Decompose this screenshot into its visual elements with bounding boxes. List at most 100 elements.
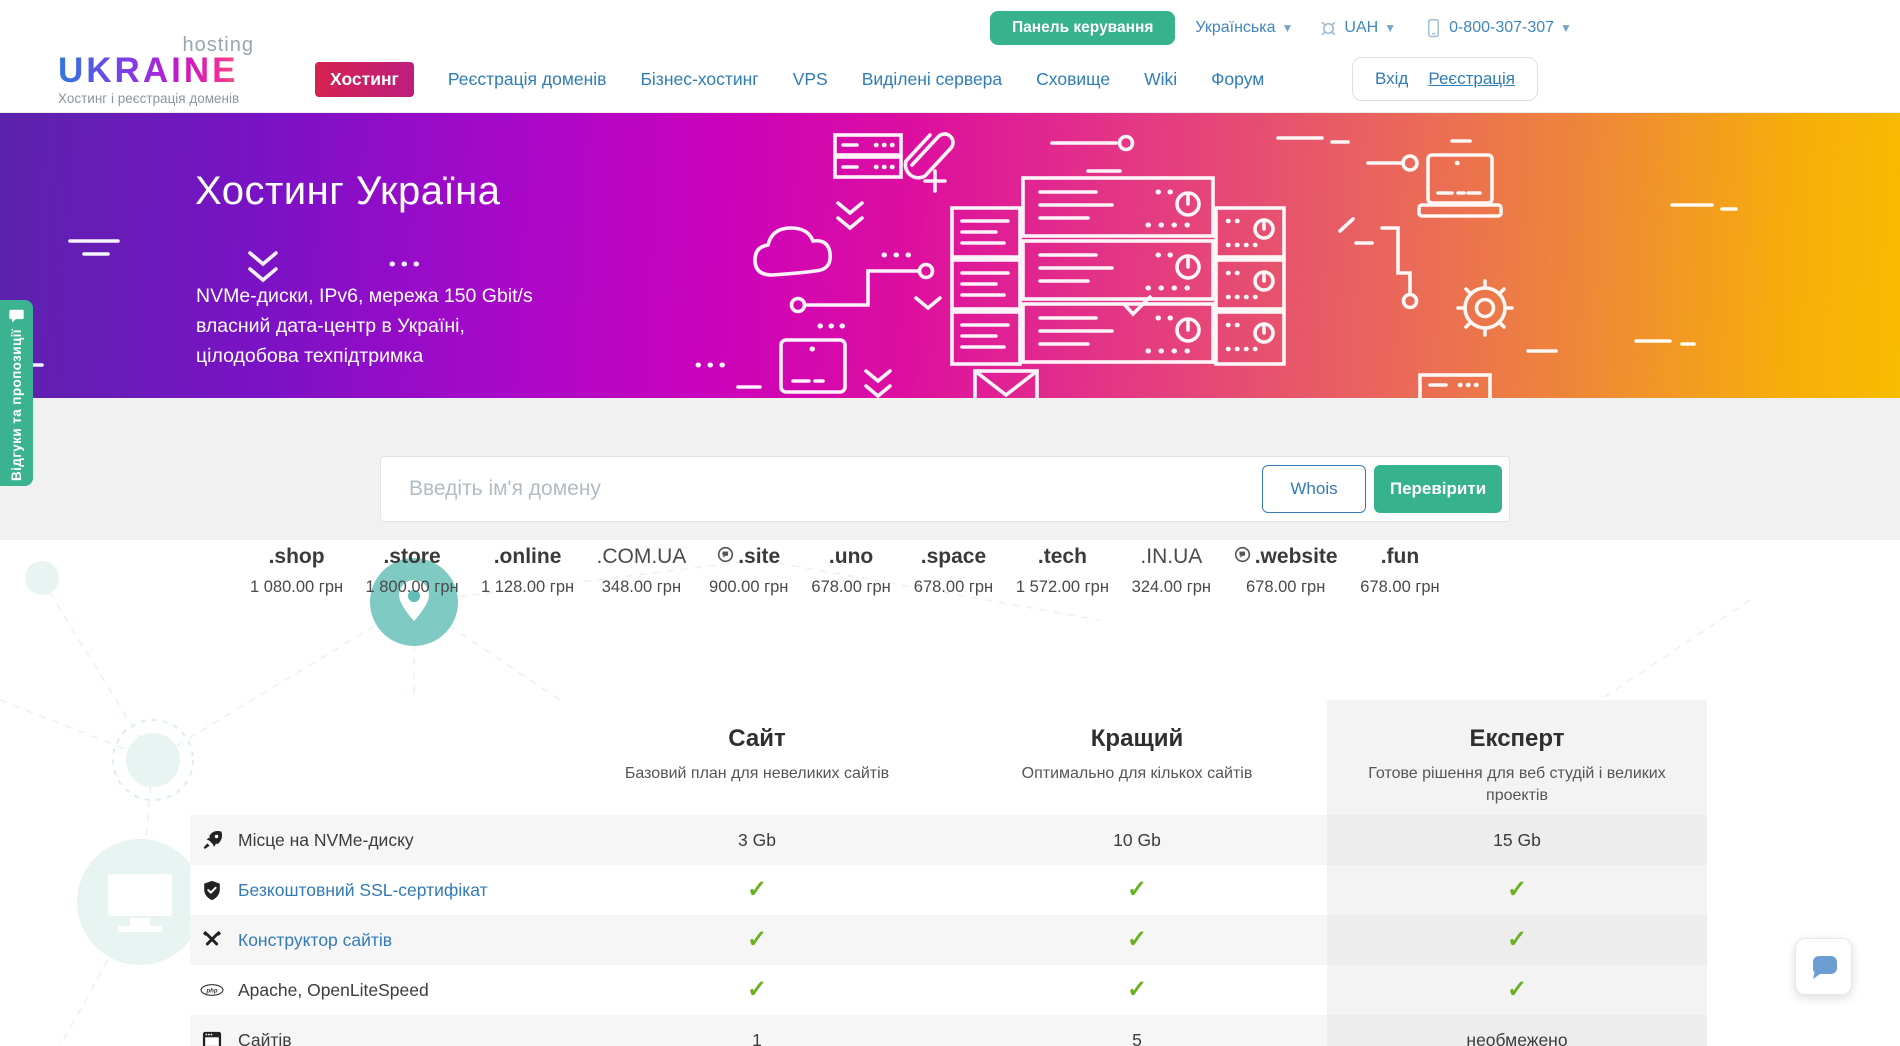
domain-tld: .COM.UA [597, 545, 687, 569]
nav-item-сховище[interactable]: Сховище [1036, 69, 1111, 89]
domain-tld-label: .space [920, 545, 987, 568]
nav-item-форум[interactable]: Форум [1211, 69, 1265, 89]
domain-offer-tech[interactable]: .tech 1 572.00 грн [1016, 545, 1109, 597]
auth-box: Вхід Реєстрація [1352, 57, 1538, 101]
domain-offer-fun[interactable]: .fun 678.00 грн [1360, 545, 1440, 597]
domain-tld-label: .shop [268, 545, 325, 568]
browser-icon [200, 1028, 224, 1046]
currency-selector[interactable]: UAH ▼ [1319, 19, 1396, 38]
shield-check-icon [200, 878, 224, 902]
domain-tld: .fun [1360, 545, 1440, 569]
domain-price: 678.00 грн [1360, 578, 1440, 596]
control-panel-button[interactable]: Панель керування [990, 11, 1176, 45]
feature-label[interactable]: Безкоштовний SSL-сертифікат [238, 879, 488, 900]
domain-price: 1 128.00 грн [481, 578, 575, 596]
server-illustration [0, 132, 1738, 398]
nav-item-хостинг[interactable]: Хостинг [315, 62, 414, 97]
domain-offer-comua[interactable]: .COM.UA 348.00 грн [597, 545, 687, 597]
hero-title: Хостинг Україна [195, 169, 501, 213]
domain-offer-space[interactable]: .space 678.00 грн [913, 545, 993, 597]
domain-tld: .tech [1016, 545, 1109, 569]
nav-item-vps[interactable]: VPS [792, 69, 828, 89]
whois-button[interactable]: Whois [1262, 465, 1366, 513]
plan-header-сайт[interactable]: Сайт Базовий план для невеликих сайтів [567, 700, 947, 815]
plan-value-cell: ✓ [1327, 965, 1707, 1015]
check-icon: ✓ [746, 876, 768, 903]
domain-price: 900.00 грн [709, 578, 789, 596]
nav-item-виділені-сервера[interactable]: Виділені сервера [861, 69, 1003, 89]
feature-label[interactable]: Конструктор сайтів [238, 929, 393, 950]
domain-price: 678.00 грн [1245, 578, 1326, 596]
domain-offer-site[interactable]: .site 900.00 грн [709, 545, 789, 597]
domain-offer-shop[interactable]: .shop 1 080.00 грн [250, 545, 343, 597]
php-icon: php [200, 978, 224, 1002]
domain-offer-store[interactable]: .store 1 800.00 грн [366, 545, 459, 597]
plan-header-експерт[interactable]: Експерт Готове рішення для веб студій і в… [1327, 700, 1707, 815]
radix-icon [1234, 545, 1251, 569]
domain-search-bar: Whois Перевірити [380, 456, 1510, 522]
nav-item-бізнес-хостинг[interactable]: Бізнес-хостинг [640, 69, 759, 89]
hero-banner: Хостинг Україна NVMe-диски, IPv6, мережа… [0, 113, 1900, 398]
feedback-tab-label: Відгуки та пропозиції [9, 329, 24, 482]
feedback-tab[interactable]: Відгуки та пропозиції [0, 300, 33, 486]
check-icon: ✓ [1506, 976, 1528, 1003]
site-header: hosting UKRAINE Хостинг і реєстрація дом… [0, 0, 1900, 113]
domain-tld-label: .store [383, 545, 441, 568]
plan-value-cell: 5 [947, 1015, 1327, 1046]
plan-description: Готове рішення для веб студій і великих … [1368, 765, 1666, 804]
plan-value-cell: ✓ [947, 865, 1327, 915]
plan-description: Оптимально для кількох сайтів [1021, 765, 1253, 782]
domain-offer-website[interactable]: .website 678.00 грн [1234, 545, 1338, 597]
domain-offer-inua[interactable]: .IN.UA 324.00 грн [1131, 545, 1211, 597]
feature-label: Apache, OpenLiteSpeed [238, 979, 429, 1000]
nav-item-wiki[interactable]: Wiki [1144, 69, 1178, 89]
login-link[interactable]: Вхід [1375, 69, 1409, 88]
domain-tld-label: .fun [1380, 545, 1420, 568]
hero-line-2: власний дата-центр в Україні, [196, 315, 465, 337]
domain-search-section: Whois Перевірити [0, 398, 1900, 540]
check-icon: ✓ [746, 976, 768, 1003]
site-logo[interactable]: hosting UKRAINE Хостинг і реєстрація дом… [58, 34, 288, 106]
feature-cell-3: php Apache, OpenLiteSpeed [190, 965, 567, 1015]
plan-value-cell: 15 Gb [1327, 815, 1707, 865]
phone-selector[interactable]: 0-800-307-307 ▼ [1424, 18, 1572, 39]
domain-tld: .shop [250, 545, 343, 569]
language-selector[interactable]: Українська ▼ [1195, 19, 1293, 37]
nav-item-реєстрація-доменів[interactable]: Реєстрація доменів [447, 69, 607, 89]
plan-header-кращий[interactable]: Кращий Оптимально для кількох сайтів [947, 700, 1327, 815]
chat-launcher-button[interactable] [1795, 938, 1852, 995]
logo-ukraine-word: UKRAINE [58, 53, 288, 88]
plan-value-cell: ✓ [947, 915, 1327, 965]
plan-value-cell: ✓ [567, 965, 947, 1015]
domain-price: 1 080.00 грн [250, 578, 344, 596]
main-nav: Хостинг Реєстрація доменів Бізнес-хостинг V… [315, 62, 1264, 97]
domain-offer-online[interactable]: .online 1 128.00 грн [481, 545, 574, 597]
plan-value-cell: ✓ [1327, 915, 1707, 965]
domain-offer-uno[interactable]: .uno 678.00 грн [811, 545, 891, 597]
language-label: Українська [1195, 19, 1276, 36]
domain-price: 348.00 грн [601, 578, 682, 596]
currency-label: UAH [1344, 19, 1379, 36]
domain-tld-label: .website [1254, 545, 1338, 568]
domain-tld: .site [709, 545, 789, 569]
domain-price: 678.00 грн [811, 578, 891, 596]
plan-name: Експерт [1469, 725, 1565, 752]
domain-search-input[interactable] [381, 457, 1262, 521]
register-link[interactable]: Реєстрація [1428, 69, 1515, 88]
feedback-bubble-icon [9, 309, 24, 323]
domain-tld: .store [366, 545, 459, 569]
domain-tld: .uno [811, 545, 891, 569]
feature-label: Місце на NVMe-диску [238, 829, 414, 850]
logo-hosting-word: hosting [182, 34, 254, 56]
top-utility-bar: Панель керування Українська ▼ UAH ▼ 0-80… [990, 11, 1572, 45]
plan-value-cell: 10 Gb [947, 815, 1327, 865]
hero-line-1: NVMe-диски, IPv6, мережа 150 Gbit/s [196, 285, 533, 307]
domain-tld-label: .tech [1037, 545, 1087, 568]
plans-grid: Сайт Базовий план для невеликих сайтів Кра… [190, 700, 1707, 1046]
check-icon: ✓ [746, 926, 768, 953]
plan-value-cell: ✓ [947, 965, 1327, 1015]
currency-icon [1322, 21, 1336, 35]
hero-line-3: цілодобова техпідтримка [196, 345, 424, 367]
check-domain-button[interactable]: Перевірити [1374, 465, 1502, 513]
